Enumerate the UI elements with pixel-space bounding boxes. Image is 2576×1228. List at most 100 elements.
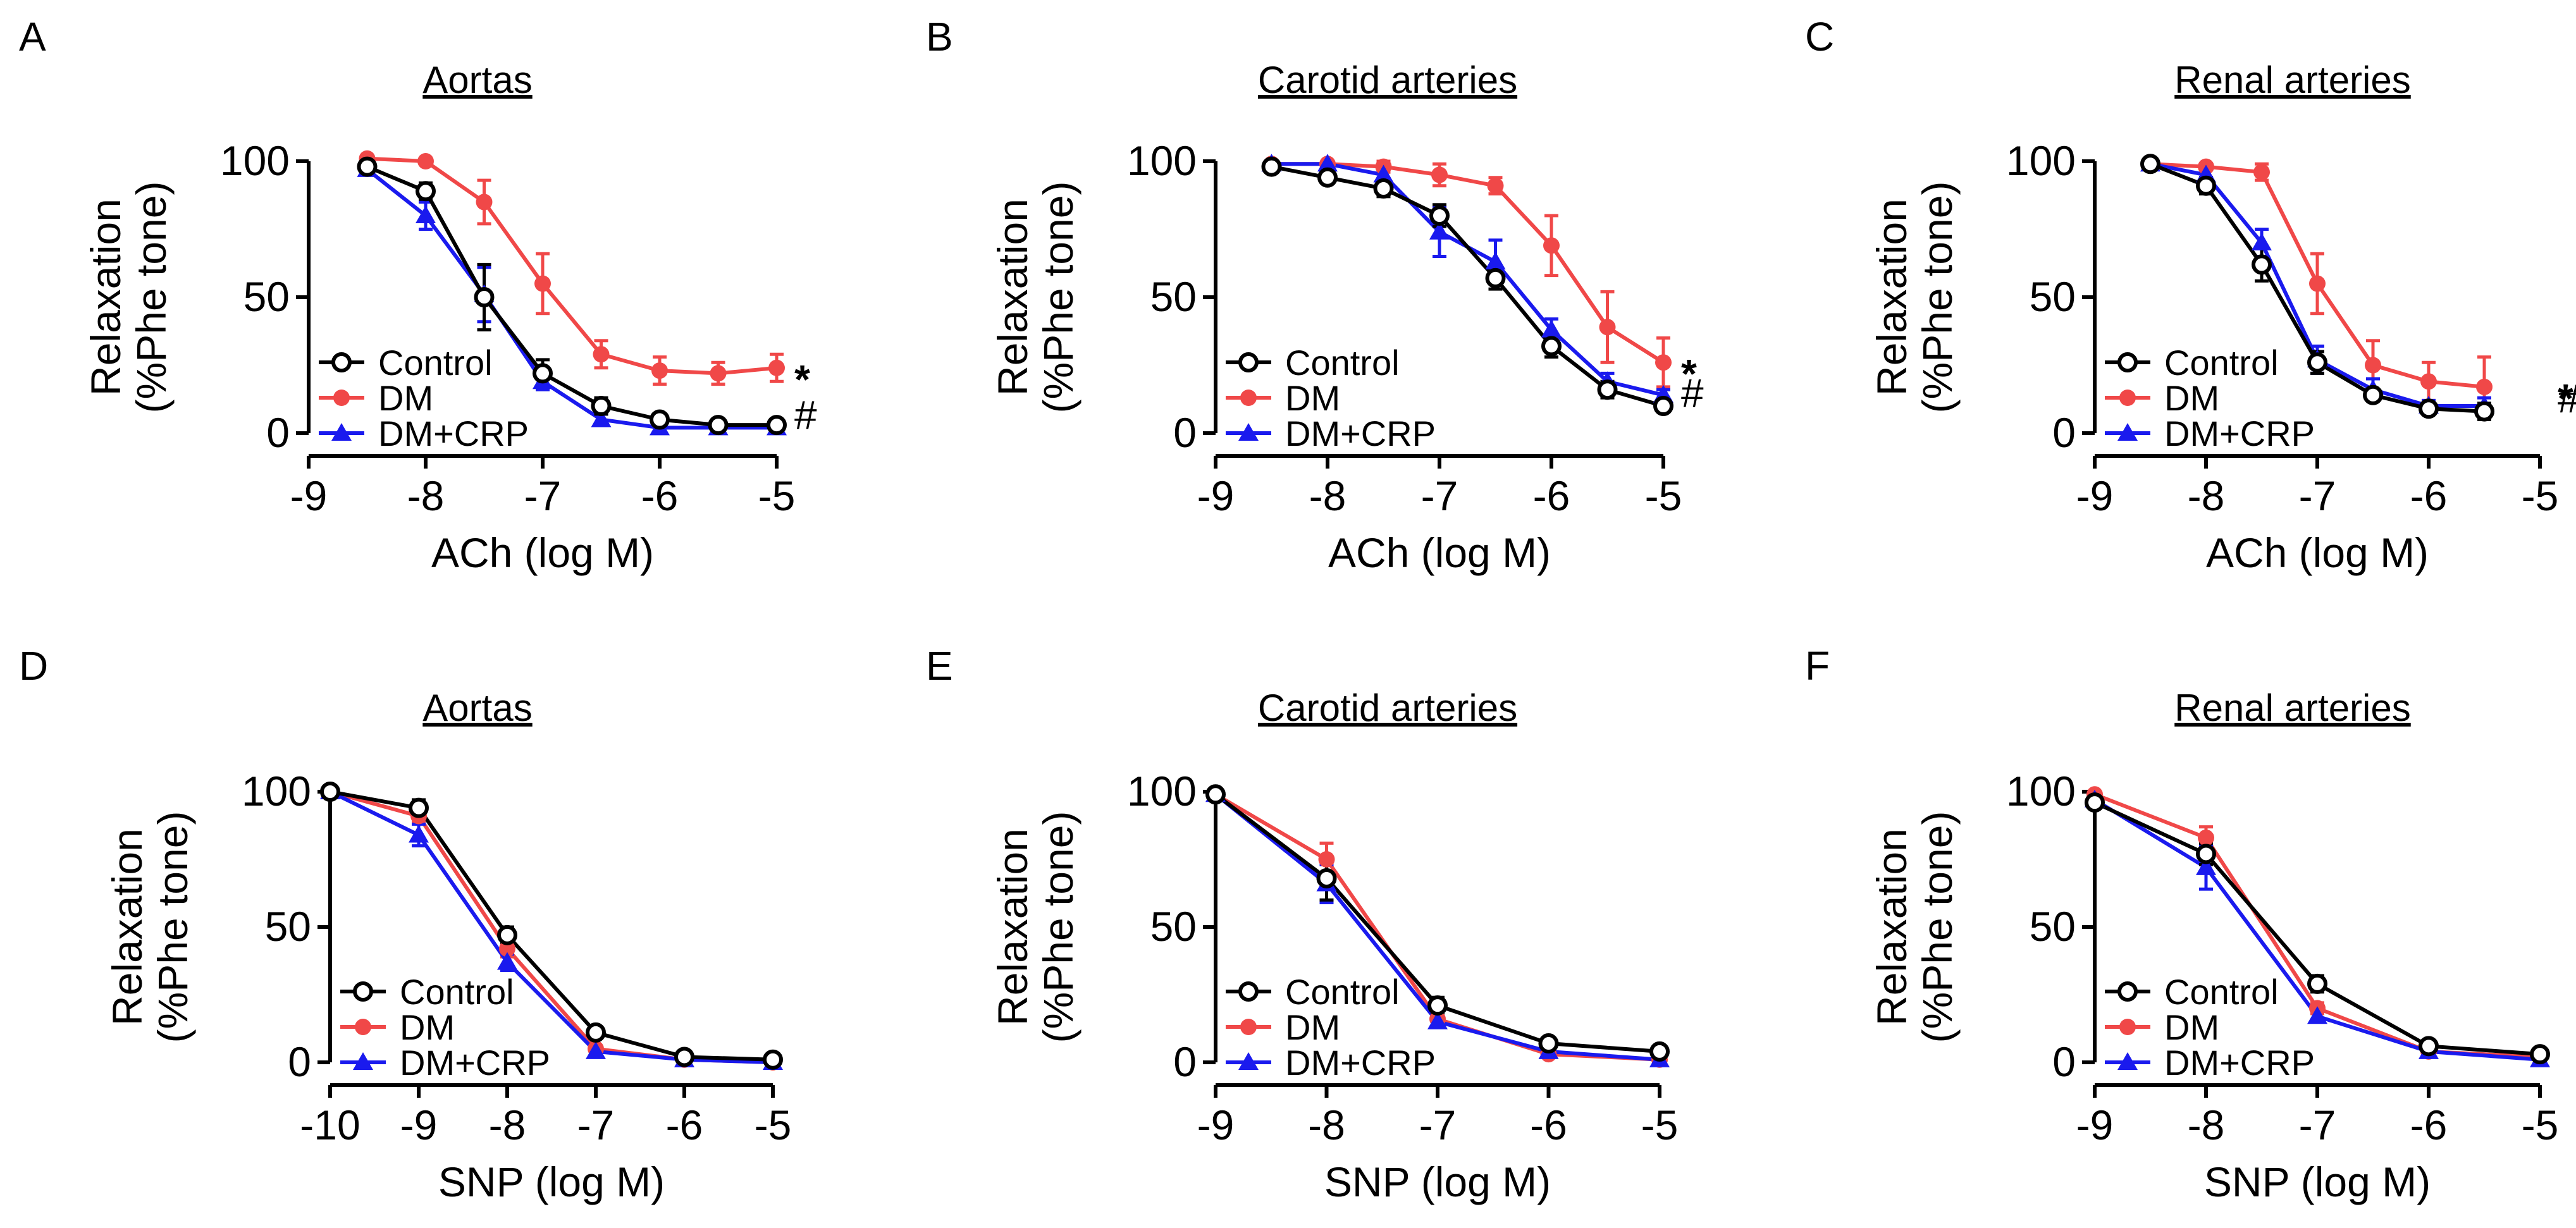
data-point-dmcrp-d-1 [409, 825, 429, 843]
x-tick-label-f-1: -8 [2188, 1102, 2225, 1148]
data-point-control-f-0 [2085, 792, 2105, 813]
panel-e: E Carotid arteries 0 50 100 -9 -8 -7 -6 -5 SNP (lo… [926, 643, 1678, 1205]
data-point-control-a-5 [650, 409, 670, 430]
annotation-hash-b: # [1681, 371, 1704, 416]
x-tick-label-f-4: -5 [2522, 1102, 2559, 1148]
data-point-control-c-6 [2474, 401, 2494, 422]
data-point-control-a-7 [767, 415, 787, 436]
data-point-dmcrp-d-2 [497, 952, 517, 970]
data-point-dm-e-1 [1318, 851, 1335, 868]
data-point-dm-c-4 [2365, 357, 2381, 374]
series-points-control-f [2085, 792, 2550, 1065]
legend-label-dmcrp-f: DM+CRP [2164, 1043, 2315, 1083]
legend-label-control-f: Control [2164, 972, 2279, 1012]
series-dm-a [367, 156, 784, 386]
x-tick-label-d-1: -9 [400, 1102, 438, 1148]
x-tick-label-f-0: -9 [2076, 1102, 2114, 1148]
y-tick-label-d-50: 50 [265, 903, 311, 950]
data-point-dmcrp-d-3 [586, 1041, 606, 1059]
legend-label-dm-b: DM [1285, 378, 1340, 418]
data-point-control-d-4 [674, 1047, 694, 1067]
annotation-star-a: * [794, 357, 810, 402]
series-points-control-a [357, 156, 787, 436]
data-point-dm-a-4 [593, 346, 610, 363]
data-point-dmcrp-c-2 [2252, 233, 2272, 250]
legend-marker-dmcrp-a [331, 423, 352, 441]
x-axis-title-e: SNP (log M) [1324, 1158, 1551, 1205]
x-tick-label-d-5: -5 [755, 1102, 792, 1148]
x-tick-label-b-4: -5 [1645, 472, 1682, 519]
series-points-dm-b [1263, 156, 1672, 371]
x-axis-title-d: SNP (log M) [438, 1158, 665, 1205]
legend-marker-dm-f [2119, 1019, 2136, 1035]
panel-letter-a: A [19, 14, 46, 59]
data-point-control-f-4 [2530, 1044, 2550, 1065]
data-point-dmcrp-b-5 [1541, 319, 1562, 338]
y-tick-label-f-50: 50 [2030, 903, 2076, 950]
legend-label-control-b: Control [1285, 343, 1400, 383]
legend-marker-dm-a [333, 390, 350, 406]
panel-title-b: Carotid arteries [1258, 59, 1517, 101]
data-point-dmcrp-a-1 [416, 206, 436, 223]
data-point-control-d-5 [763, 1049, 783, 1070]
data-point-control-e-2 [1427, 995, 1448, 1016]
y-tick-label-a-100: 100 [220, 137, 290, 184]
data-point-control-c-0 [2140, 154, 2160, 175]
x-tick-label-c-0: -9 [2076, 472, 2114, 519]
legend-label-dm-c: DM [2164, 378, 2219, 418]
panel-title-c: Renal arteries [2174, 59, 2411, 101]
data-point-dm-a-1 [417, 153, 434, 169]
data-point-control-e-1 [1316, 868, 1337, 888]
legend-marker-dmcrp-f [2117, 1052, 2138, 1070]
data-point-control-b-4 [1485, 267, 1506, 288]
data-point-dm-c-5 [2420, 373, 2437, 390]
data-point-control-b-2 [1373, 178, 1394, 199]
x-tick-label-c-4: -5 [2522, 472, 2559, 519]
data-point-dmcrp-b-4 [1485, 252, 1506, 270]
y-tick-label-c-0: 0 [2052, 409, 2076, 456]
y-axis-title-c: Relaxation [1868, 199, 1915, 396]
data-point-dm-f-1 [2198, 829, 2214, 846]
data-point-dmcrp-f-2 [2307, 1006, 2327, 1024]
legend-label-dmcrp-e: DM+CRP [1285, 1043, 1436, 1083]
data-point-control-e-3 [1538, 1033, 1559, 1054]
data-point-dmcrp-b-2 [1373, 164, 1394, 183]
panel-title-d: Aortas [422, 687, 532, 729]
annotation-star-c: * [2558, 376, 2573, 421]
legend-label-dmcrp-b: DM+CRP [1285, 414, 1436, 453]
series-line-dmcrp-a [366, 168, 777, 430]
x-tick-label-c-3: -6 [2410, 472, 2448, 519]
y-tick-label-a-50: 50 [243, 273, 290, 320]
y-tick-label-b-100: 100 [1127, 137, 1197, 184]
y-axis-subtitle-c: (%Phe tone) [1914, 181, 1961, 414]
data-point-control-e-0 [1205, 784, 1226, 805]
y-axis-subtitle-b: (%Phe tone) [1035, 181, 1082, 414]
legend-marker-dmcrp-e [1238, 1052, 1259, 1070]
data-point-control-b-0 [1261, 156, 1282, 177]
y-tick-label-f-100: 100 [2006, 768, 2076, 814]
x-tick-label-a-1: -8 [407, 472, 445, 519]
y-axis-title-b: Relaxation [989, 199, 1036, 396]
data-point-dm-a-6 [710, 365, 727, 382]
data-point-control-d-1 [409, 797, 429, 818]
legend-label-control-c: Control [2164, 343, 2279, 383]
data-point-control-b-5 [1541, 336, 1562, 357]
data-point-control-a-6 [708, 415, 729, 436]
y-axis-title-e: Relaxation [989, 828, 1036, 1026]
series-dm-d [330, 790, 773, 1064]
y-tick-label-f-0: 0 [2052, 1038, 2076, 1085]
series-points-control-e [1205, 784, 1670, 1062]
data-point-control-b-1 [1317, 167, 1338, 188]
series-points-control-c [2140, 154, 2494, 422]
data-point-control-f-1 [2196, 844, 2216, 864]
data-point-control-a-2 [474, 287, 495, 307]
x-tick-label-b-2: -7 [1421, 472, 1458, 519]
legend-marker-dm-e [1240, 1019, 1257, 1035]
data-point-dm-a-3 [534, 275, 551, 292]
data-point-dmcrp-b-1 [1317, 154, 1338, 172]
data-point-control-b-7 [1653, 396, 1673, 416]
legend-label-control-d: Control [400, 972, 514, 1012]
